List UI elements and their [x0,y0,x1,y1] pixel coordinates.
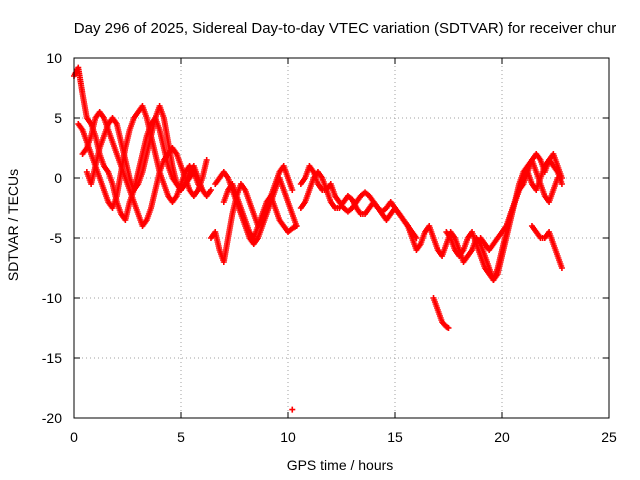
data-marks [71,64,565,413]
data-point [289,406,296,413]
y-tick-label: -20 [42,410,62,426]
y-tick-label: -15 [42,350,62,366]
x-tick-labels: 0 5 10 15 20 25 [70,429,617,445]
y-tick-label: 0 [54,170,62,186]
axis-ticks [73,57,610,419]
x-tick-label: 15 [387,429,403,445]
y-axis-title: SDTVAR / TECUs [5,169,21,281]
data-point [558,175,565,181]
y-tick-label: -10 [42,290,62,306]
data-point [289,187,296,193]
series-sat-track-g [220,181,300,241]
series-outlier [289,406,296,413]
x-tick-label: 5 [177,429,185,445]
data-point [445,325,452,331]
chart-title: Day 296 of 2025, Sidereal Day-to-day VTE… [74,20,616,37]
y-tick-label: -5 [50,230,63,246]
grid-lines [74,58,609,418]
y-tick-labels: -20 -15 -10 -5 0 5 10 [42,50,62,426]
x-tick-label: 10 [280,429,296,445]
series-sat-track-i [297,163,420,241]
data-point [558,265,565,271]
series-sat-track-l [477,151,565,253]
data-point [207,187,214,193]
x-tick-label: 0 [70,429,78,445]
y-tick-label: 10 [46,50,62,66]
series-sat-track-n [430,295,452,331]
x-tick-label: 25 [601,429,617,445]
series-sat-track-m [528,223,565,271]
data-point [558,181,565,187]
y-tick-label: 5 [54,110,62,126]
series-sat-track-d [83,103,214,199]
x-tick-label: 20 [494,429,510,445]
data-point [203,157,210,163]
x-axis-title: GPS time / hours [287,457,394,473]
data-point [293,223,300,229]
